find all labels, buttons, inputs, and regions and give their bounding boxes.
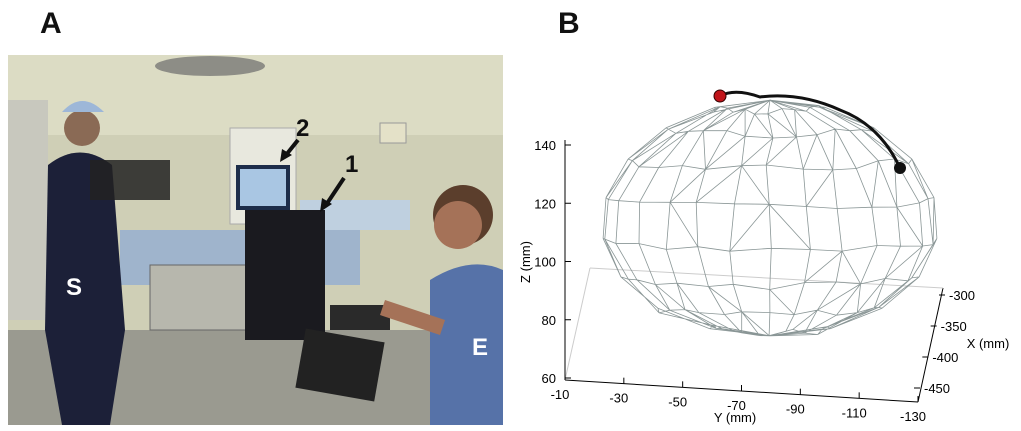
annotation: 1 [345, 151, 358, 178]
axis-label: X (mm) [967, 336, 1010, 351]
x-tick-label: -300 [949, 288, 975, 303]
x-tick-label: -400 [932, 350, 958, 365]
end-point [894, 162, 906, 174]
y-tick-label: -30 [609, 391, 628, 406]
y-tick-label: -50 [668, 394, 687, 409]
plot-frame [565, 140, 943, 402]
annotation: 2 [296, 115, 309, 142]
annotation: S [66, 274, 82, 301]
axis-label: Z (mm) [518, 241, 533, 283]
z-tick-label: 100 [534, 255, 556, 270]
x-tick-label: -350 [941, 319, 967, 334]
panel-label: B [558, 7, 580, 40]
z-tick-label: 60 [542, 371, 556, 386]
z-tick-label: 140 [534, 138, 556, 153]
z-tick-label: 120 [534, 196, 556, 211]
y-tick-label: -130 [900, 409, 926, 424]
wireframe-mesh [603, 100, 937, 336]
y-tick-label: -110 [842, 405, 867, 420]
panel-label: A [40, 7, 62, 40]
start-point [714, 90, 726, 102]
y-tick-label: -10 [551, 387, 570, 402]
x-tick-label: -450 [924, 381, 950, 396]
z-tick-label: 80 [542, 313, 556, 328]
y-tick-label: -70 [727, 398, 746, 413]
y-tick-label: -90 [786, 402, 805, 417]
photo: S E 1 2 [8, 55, 503, 425]
annotation: E [472, 334, 488, 361]
figure: A B S E 1 2 [0, 0, 1021, 431]
